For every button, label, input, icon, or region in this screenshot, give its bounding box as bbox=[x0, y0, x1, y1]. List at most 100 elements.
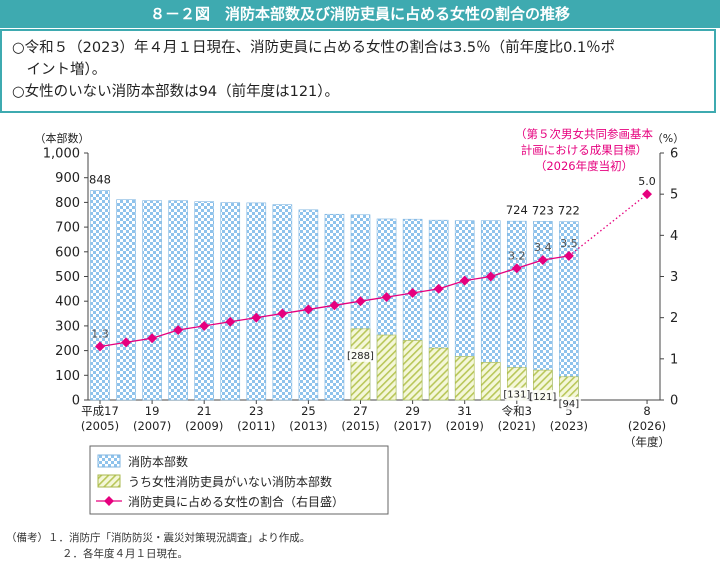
left-axis-title: （本部数） bbox=[35, 131, 90, 145]
no-female-value-label: [131] bbox=[503, 390, 530, 401]
x-tick-label-era: 21 bbox=[197, 404, 212, 418]
legend-swatch-total bbox=[97, 454, 121, 468]
x-tick-label-year: (2015) bbox=[341, 419, 379, 433]
legend-swatch-no-female bbox=[97, 474, 121, 488]
right-tick-label: 3 bbox=[670, 270, 678, 285]
female-ratio-point bbox=[563, 250, 574, 261]
x-tick-label-era: 25 bbox=[301, 404, 316, 418]
bar-no-female bbox=[428, 347, 449, 401]
bar-value-label: 722 bbox=[558, 204, 580, 218]
female-ratio-point bbox=[381, 292, 392, 303]
ratio-value-label: 3.4 bbox=[534, 241, 552, 254]
summary-line-3: ○女性のいない消防本部数は94（前年度は121）。 bbox=[12, 84, 340, 100]
inner-label-bg bbox=[556, 396, 581, 410]
female-ratio-point bbox=[537, 255, 548, 265]
bar-total bbox=[142, 200, 162, 401]
bar-total bbox=[168, 200, 188, 401]
left-tick-label: 1,000 bbox=[43, 147, 80, 162]
ratio-value-label: 1.3 bbox=[91, 327, 109, 340]
bar-total bbox=[90, 190, 110, 401]
no-female-value-label: [94] bbox=[559, 399, 580, 410]
bar-no-female bbox=[559, 376, 579, 401]
target-projection-line bbox=[568, 193, 648, 257]
bar-total bbox=[220, 202, 241, 401]
legend-label-total: 消防本部数 bbox=[128, 454, 188, 469]
female-ratio-point bbox=[225, 316, 236, 327]
inner-label-bg bbox=[530, 390, 555, 404]
right-axis-title: （%） bbox=[652, 132, 684, 145]
chart-svg: （本部数） （%）1,000900800700600500400300200100… bbox=[35, 127, 684, 515]
figure-title: ８－２図 消防本部数及び消防吏員に占める女性の割合の推移 bbox=[0, 0, 720, 28]
right-tick-label: 1 bbox=[670, 352, 678, 367]
x-tick-label-era: 5 bbox=[565, 404, 572, 418]
female-ratio-point bbox=[147, 333, 158, 344]
ratio-value-label: 3.5 bbox=[560, 237, 578, 250]
bar-value-label: 724 bbox=[506, 203, 528, 217]
bar-value-label: 723 bbox=[532, 203, 554, 217]
right-tick-label: 5 bbox=[670, 188, 678, 203]
bar-total bbox=[116, 199, 136, 401]
right-tick-label: 6 bbox=[670, 147, 678, 162]
bar-total bbox=[272, 204, 293, 401]
x-tick-label-year: (2017) bbox=[393, 419, 431, 433]
target-annotation: 計画における成果目標） bbox=[521, 143, 648, 157]
notes: （備考）１．消防庁「消防防災・震災対策現況調査」より作成。 ２．各年度４月１日現… bbox=[6, 530, 706, 562]
female-ratio-point bbox=[407, 288, 418, 298]
target-value-label: 5.0 bbox=[638, 175, 656, 188]
inner-label-bg bbox=[348, 348, 373, 362]
x-tick-label-year: (2009) bbox=[185, 419, 223, 433]
legend-label-ratio: 消防吏員に占める女性の割合（右目盛） bbox=[128, 494, 344, 509]
right-tick-label: 0 bbox=[670, 394, 678, 409]
female-ratio-point bbox=[355, 296, 366, 307]
left-tick-label: 500 bbox=[55, 270, 80, 285]
x-tick-label-year: (2007) bbox=[133, 419, 171, 433]
inner-label-bg bbox=[504, 387, 529, 401]
bar-value-label: 848 bbox=[89, 173, 111, 187]
x-tick-label-era: 31 bbox=[457, 404, 472, 418]
left-tick-label: 300 bbox=[55, 319, 80, 334]
target-annotation: （第５次男女共同参画基本 bbox=[515, 127, 653, 141]
bar-no-female bbox=[480, 362, 501, 401]
x-tick-label-era: 23 bbox=[249, 404, 264, 418]
x-tick-label-era: 8 bbox=[643, 404, 650, 418]
legend-box bbox=[89, 445, 389, 515]
x-tick-label-era: 平成17 bbox=[81, 404, 119, 418]
bar-no-female bbox=[350, 328, 371, 401]
female-ratio-point bbox=[173, 325, 184, 335]
x-tick-label-year: (2011) bbox=[237, 419, 275, 433]
target-point bbox=[642, 189, 652, 200]
note-row-1: （備考）１．消防庁「消防防災・震災対策現況調査」より作成。 bbox=[6, 532, 311, 544]
x-tick-label-era: 29 bbox=[405, 404, 420, 418]
right-tick-label: 4 bbox=[670, 229, 678, 244]
bar-total bbox=[246, 202, 267, 401]
x-tick-label-year: (2005) bbox=[81, 419, 119, 433]
left-tick-label: 200 bbox=[55, 344, 80, 359]
note-row-2: ２．各年度４月１日現在。 bbox=[62, 548, 188, 560]
no-female-value-label: [288] bbox=[347, 351, 374, 362]
ratio-value-label: 3.2 bbox=[508, 249, 526, 262]
target-annotation: （2026年度当初） bbox=[535, 159, 633, 173]
bar-total bbox=[194, 201, 214, 401]
x-tick-label-year: (2026) bbox=[628, 419, 666, 433]
left-tick-label: 900 bbox=[55, 171, 80, 186]
right-tick-label: 2 bbox=[670, 311, 678, 326]
female-ratio-point bbox=[199, 320, 210, 331]
summary-box: ○令和５（2023）年４月１日現在、消防吏員に占める女性の割合は3.5％（前年度… bbox=[0, 29, 716, 113]
left-tick-label: 800 bbox=[55, 196, 80, 211]
chart-area: （本部数） （%） 1,000 900 800 700 600 500 400 300 200 100… bbox=[0, 116, 720, 524]
female-ratio-point bbox=[303, 304, 314, 315]
x-tick-label-era: 19 bbox=[145, 404, 160, 418]
female-ratio-point bbox=[511, 263, 522, 274]
bar-no-female bbox=[402, 340, 423, 401]
legend-label-no-female: うち女性消防吏員がいない消防本部数 bbox=[128, 474, 332, 489]
no-female-value-label: [121] bbox=[529, 392, 556, 403]
x-tick-label-year: (2019) bbox=[446, 419, 484, 433]
x-tick-label-year: (2021) bbox=[498, 419, 536, 433]
x-tick-label-era: 27 bbox=[353, 404, 368, 418]
x-tick-label-year: (2013) bbox=[289, 419, 327, 433]
female-ratio-point bbox=[329, 300, 340, 311]
left-tick-label: 700 bbox=[55, 221, 80, 236]
summary-line-2: イント増）。 bbox=[12, 62, 107, 78]
summary-line-1: ○令和５（2023）年４月１日現在、消防吏員に占める女性の割合は3.5％（前年度… bbox=[12, 40, 616, 56]
female-ratio-point bbox=[277, 308, 288, 319]
